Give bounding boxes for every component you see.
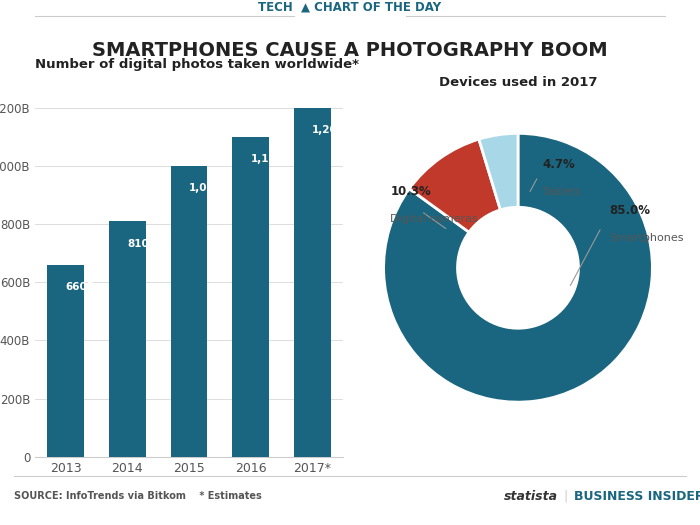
Text: SMARTPHONES CAUSE A PHOTOGRAPHY BOOM: SMARTPHONES CAUSE A PHOTOGRAPHY BOOM — [92, 41, 608, 60]
Text: TECH  ▲ CHART OF THE DAY: TECH ▲ CHART OF THE DAY — [258, 1, 442, 14]
Text: statista: statista — [504, 490, 558, 502]
Bar — [294, 108, 330, 457]
Text: 660B: 660B — [66, 282, 95, 292]
Wedge shape — [479, 133, 518, 210]
Text: 1,100B: 1,100B — [251, 154, 292, 164]
Bar — [109, 221, 146, 457]
Text: 10.3%: 10.3% — [391, 185, 431, 198]
Text: Tablets: Tablets — [542, 187, 581, 197]
Text: SOURCE: InfoTrends via Bitkom    * Estimates: SOURCE: InfoTrends via Bitkom * Estimate… — [14, 491, 262, 501]
Text: Digital cameras: Digital cameras — [391, 214, 478, 224]
Text: Number of digital photos taken worldwide*: Number of digital photos taken worldwide… — [35, 58, 359, 71]
Text: Smartphones: Smartphones — [610, 233, 684, 243]
Bar — [48, 265, 84, 457]
Text: 4.7%: 4.7% — [542, 158, 575, 171]
Bar — [232, 137, 269, 457]
Text: 1,000B: 1,000B — [189, 183, 230, 193]
Text: 85.0%: 85.0% — [610, 204, 650, 217]
Text: 1,200B: 1,200B — [312, 125, 354, 135]
Text: BUSINESS INSIDER: BUSINESS INSIDER — [574, 490, 700, 502]
Bar — [171, 166, 207, 457]
Title: Devices used in 2017: Devices used in 2017 — [439, 76, 597, 89]
Text: |: | — [560, 490, 573, 502]
Text: 810B: 810B — [127, 239, 157, 249]
Wedge shape — [410, 139, 500, 232]
Wedge shape — [384, 133, 652, 402]
